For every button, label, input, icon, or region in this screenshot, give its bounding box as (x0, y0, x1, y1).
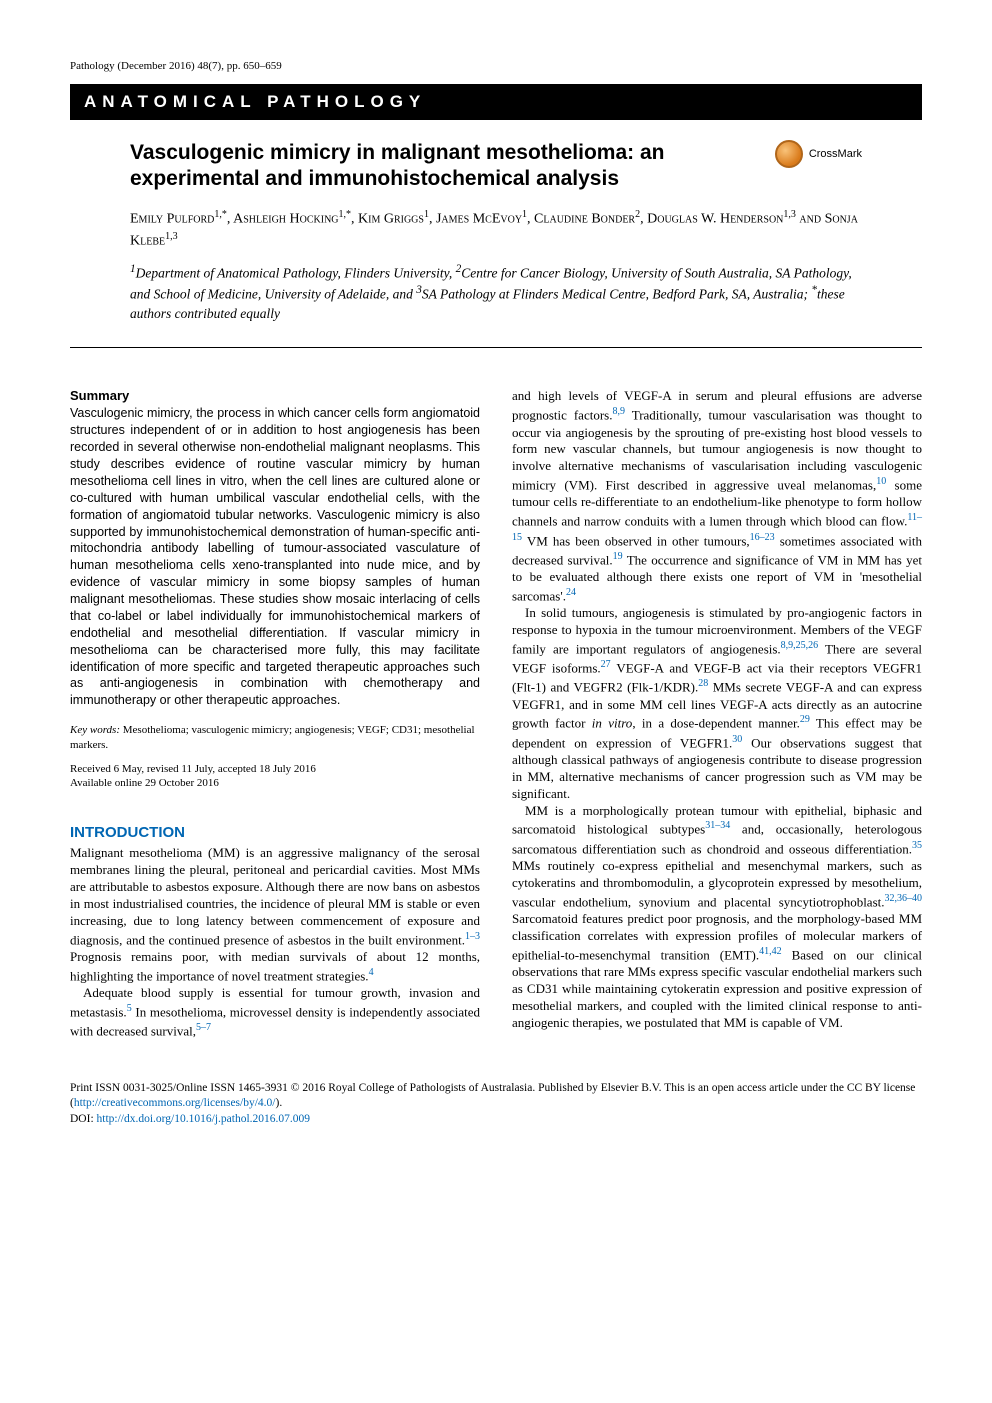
crossmark-label: CrossMark (809, 148, 862, 160)
body-paragraph: and high levels of VEGF-A in serum and p… (512, 388, 922, 605)
title-row: Vasculogenic mimicry in malignant mesoth… (70, 140, 922, 193)
doi-link[interactable]: http://dx.doi.org/10.1016/j.pathol.2016.… (97, 1113, 311, 1125)
right-body-paragraphs: and high levels of VEGF-A in serum and p… (512, 388, 922, 1031)
keywords-text: Mesothelioma; vasculogenic mimicry; angi… (70, 724, 475, 750)
body-paragraph: MM is a morphologically protean tumour w… (512, 803, 922, 1032)
left-column: Summary Vasculogenic mimicry, the proces… (70, 388, 480, 1040)
cc-license-link[interactable]: http://creativecommons.org/licenses/by/4… (74, 1097, 276, 1109)
article-title: Vasculogenic mimicry in malignant mesoth… (130, 140, 770, 193)
category-bar: ANATOMICAL PATHOLOGY (70, 84, 922, 120)
right-column: and high levels of VEGF-A in serum and p… (512, 388, 922, 1040)
affiliations: 1Department of Anatomical Pathology, Fli… (70, 252, 922, 324)
divider (70, 347, 922, 348)
two-column-body: Summary Vasculogenic mimicry, the proces… (70, 388, 922, 1040)
body-paragraph: Malignant mesothelioma (MM) is an aggres… (70, 845, 480, 985)
doi-label: DOI: (70, 1113, 97, 1125)
journal-header: Pathology (December 2016) 48(7), pp. 650… (70, 60, 922, 72)
footer: Print ISSN 0031-3025/Online ISSN 1465-39… (70, 1081, 922, 1128)
crossmark-icon (775, 140, 803, 168)
body-paragraph: In solid tumours, angiogenesis is stimul… (512, 605, 922, 802)
authors: Emily Pulford1,*, Ashleigh Hocking1,*, K… (70, 193, 922, 252)
publication-dates: Received 6 May, revised 11 July, accepte… (70, 762, 480, 791)
keywords-label: Key words: (70, 724, 120, 736)
body-paragraph: Adequate blood supply is essential for t… (70, 985, 480, 1040)
summary-heading: Summary (70, 388, 480, 403)
summary-body: Vasculogenic mimicry, the process in whi… (70, 405, 480, 709)
keywords: Key words: Mesothelioma; vasculogenic mi… (70, 723, 480, 752)
crossmark-link[interactable]: CrossMark (775, 140, 862, 168)
introduction-heading: INTRODUCTION (70, 824, 480, 841)
left-body-paragraphs: Malignant mesothelioma (MM) is an aggres… (70, 845, 480, 1040)
footer-cc-close: ). (275, 1097, 282, 1109)
